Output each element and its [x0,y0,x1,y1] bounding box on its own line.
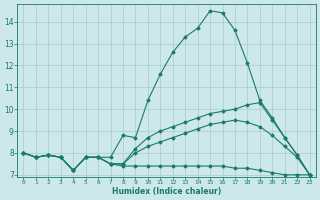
X-axis label: Humidex (Indice chaleur): Humidex (Indice chaleur) [112,187,221,196]
